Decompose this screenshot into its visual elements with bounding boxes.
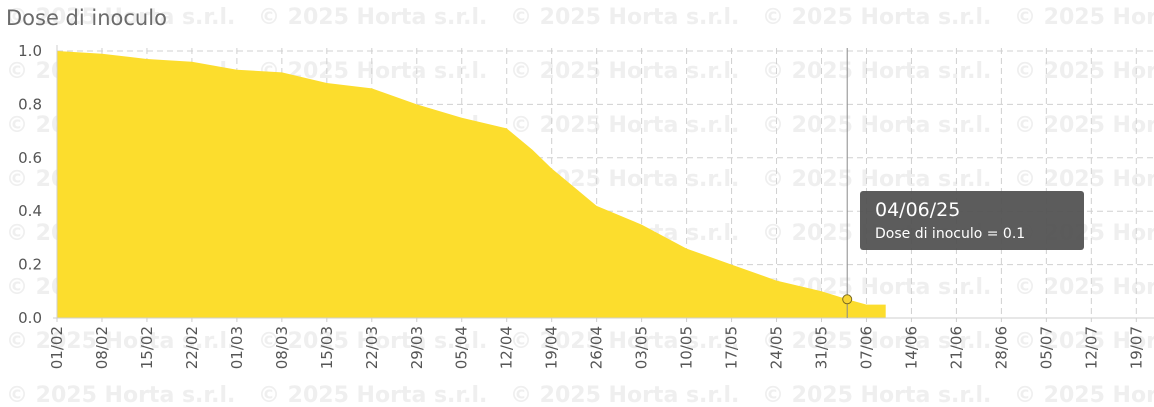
watermark-text: © 2025 Horta s.r.l. — [258, 329, 487, 354]
chart-title: Dose di inoculo — [6, 6, 167, 30]
x-tick-label: 05/04 — [453, 326, 471, 369]
x-tick-label: 19/07 — [1127, 326, 1145, 369]
x-tick-label: 08/03 — [273, 326, 291, 369]
y-tick-label: 0.0 — [18, 309, 42, 327]
watermark-text: © 2025 Horta s.r.l. — [762, 167, 991, 192]
watermark-text: © 2025 Horta s.r.l. — [6, 383, 235, 407]
y-tick-label: 0.4 — [18, 202, 42, 220]
watermark-text: © 2025 Horta s.r.l. — [510, 113, 739, 138]
y-tick-label: 0.2 — [18, 256, 42, 274]
tooltip: 04/06/25 Dose di inoculo = 0.1 — [860, 191, 1084, 250]
watermark-text: © 2025 Horta s.r.l. — [258, 5, 487, 30]
watermark-text: © 2025 Horta s.r.l. — [762, 383, 991, 407]
tooltip-date: 04/06/25 — [875, 199, 961, 221]
watermark-text: © 2025 Horta s.r.l. — [1014, 59, 1154, 84]
watermark-text: © 2025 Horta s.r.l. — [762, 5, 991, 30]
x-tick-label: 26/04 — [588, 326, 606, 369]
x-tick-label: 19/04 — [543, 326, 561, 369]
x-tick-label: 14/06 — [902, 326, 920, 369]
y-ticks: 0.0 0.2 0.4 0.6 0.8 1.0 — [18, 42, 42, 327]
watermark-text: © 2025 Horta s.r.l. — [762, 113, 991, 138]
x-ticks: 01/02 08/02 15/02 22/02 01/03 08/03 15/03 22/03… — [48, 318, 1145, 369]
x-tick-label: 31/05 — [813, 326, 831, 369]
x-tick-label: 22/02 — [183, 326, 201, 369]
hover-point — [842, 294, 853, 305]
x-tick-label: 01/02 — [48, 326, 66, 369]
watermark-text: © 2025 Horta s.r.l. — [6, 329, 235, 354]
watermark-text: © 2025 Horta s.r.l. — [1014, 329, 1154, 354]
y-tick-label: 0.6 — [18, 149, 42, 167]
watermark-text: © 2025 Horta s.r.l. — [762, 59, 991, 84]
area-layer — [57, 51, 886, 318]
x-tick-label: 28/06 — [992, 326, 1010, 369]
x-tick-label: 08/02 — [93, 326, 111, 369]
x-tick-label: 12/07 — [1082, 326, 1100, 369]
x-tick-label: 29/03 — [408, 326, 426, 369]
y-tick-label: 1.0 — [18, 42, 42, 60]
watermark-text: © 2025 Horta s.r.l. — [6, 5, 235, 30]
x-tick-label: 17/05 — [723, 326, 741, 369]
watermark-text: © 2025 Horta s.r.l. — [510, 383, 739, 407]
x-tick-label: 01/03 — [228, 326, 246, 369]
y-tick-label: 0.8 — [18, 95, 42, 113]
hover-layer — [842, 48, 853, 318]
watermark-text: © 2025 Horta s.r.l. — [1014, 5, 1154, 30]
x-tick-label: 24/05 — [768, 326, 786, 369]
x-tick-label: 05/07 — [1037, 326, 1055, 369]
x-tick-label: 15/03 — [318, 326, 336, 369]
x-tick-label: 03/05 — [633, 326, 651, 369]
x-tick-label: 07/06 — [857, 326, 875, 369]
x-tick-label: 12/04 — [498, 326, 516, 369]
watermark-text: © 2025 Horta s.r.l. — [258, 383, 487, 407]
watermark-text: © 2025 Horta s.r.l. — [762, 329, 991, 354]
watermark-text: © 2025 Horta s.r.l. — [1014, 113, 1154, 138]
x-tick-label: 10/05 — [678, 326, 696, 369]
watermark-text: © 2025 Horta s.r.l. — [1014, 275, 1154, 300]
watermark-text: © 2025 Horta s.r.l. — [1014, 167, 1154, 192]
watermark-text: © 2025 Horta s.r.l. — [510, 329, 739, 354]
x-tick-label: 15/02 — [138, 326, 156, 369]
x-tick-label: 21/06 — [947, 326, 965, 369]
watermark-text: © 2025 Horta s.r.l. — [1014, 383, 1154, 407]
x-tick-label: 22/03 — [363, 326, 381, 369]
watermark-text: © 2025 Horta s.r.l. — [510, 5, 739, 30]
area-series — [57, 51, 886, 318]
tooltip-value: Dose di inoculo = 0.1 — [875, 226, 1026, 242]
watermark-text: © 2025 Horta s.r.l. — [510, 59, 739, 84]
